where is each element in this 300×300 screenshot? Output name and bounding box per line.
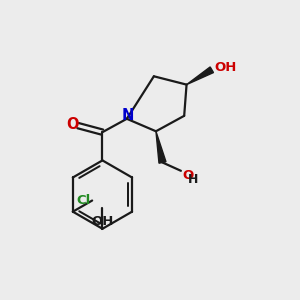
Polygon shape	[187, 67, 214, 85]
Text: OH: OH	[91, 215, 114, 228]
Text: OH: OH	[215, 61, 237, 74]
Text: O: O	[67, 117, 79, 132]
Text: N: N	[121, 108, 134, 123]
Text: Cl: Cl	[76, 194, 91, 207]
Text: O: O	[182, 169, 194, 182]
Text: H: H	[188, 173, 198, 186]
Polygon shape	[156, 131, 166, 163]
